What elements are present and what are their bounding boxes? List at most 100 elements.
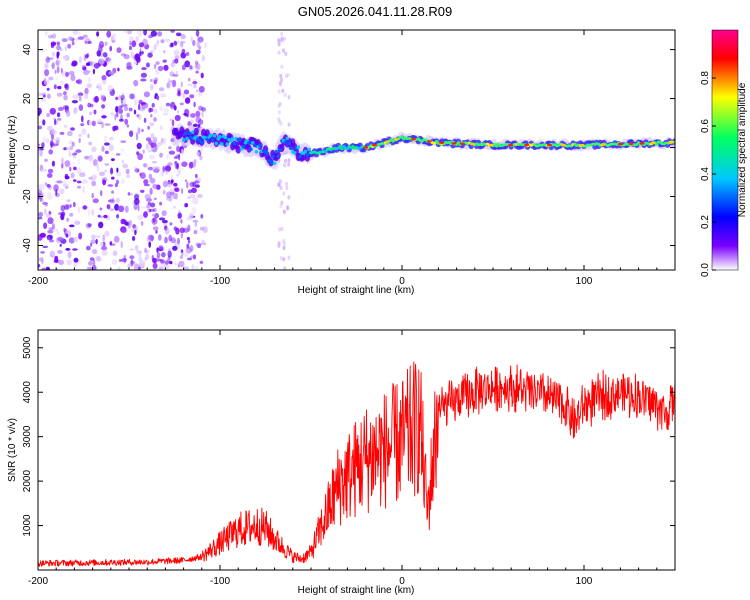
noise-blob [136,142,142,150]
colorbar-tick-label: 0.8 [700,71,711,85]
x-tick-label: 100 [576,276,593,287]
noise-blob [137,153,144,161]
noise-blob [48,227,54,231]
signal-core [189,135,193,140]
noise-blob [120,53,127,57]
noise-blob [51,64,54,67]
noise-blob [159,105,164,112]
noise-blob [184,60,191,68]
noise-blob [94,95,99,103]
noise-blob [62,183,69,187]
signal-core [241,144,246,149]
x-tick-label: 0 [399,576,405,587]
noise-blob [187,224,191,232]
noise-blob [128,219,132,227]
noise-blob [150,132,155,139]
noise-blob [149,50,154,53]
noise-blob [116,112,119,118]
noise-blob [120,148,125,152]
spectrogram-marks [38,30,675,270]
noise-blob [77,206,81,213]
noise-blob [174,192,179,200]
noise-blob [69,204,72,208]
signal-core [212,133,217,138]
noise-blob [195,110,201,117]
noise-blob [71,161,75,165]
signal-peak [459,142,465,145]
noise-blob [152,166,158,173]
noise-blob [60,80,64,85]
noise-blob [101,246,108,251]
noise-blob [149,154,155,160]
noise-blob [70,74,76,82]
noise-blob [196,194,202,199]
noise-blob [176,174,179,177]
noise-blob [69,212,74,217]
noise-blob [278,179,282,184]
noise-blob [104,163,110,166]
noise-blob [44,182,48,186]
noise-blob [138,251,142,258]
noise-blob [159,124,163,131]
noise-blob [162,180,168,188]
noise-blob [55,59,61,67]
noise-blob [161,210,167,217]
noise-blob [115,172,122,177]
noise-blob [118,259,122,262]
noise-blob [118,108,124,114]
noise-blob [125,168,130,175]
noise-blob [131,40,137,48]
noise-blob [116,214,120,219]
noise-blob [152,226,159,231]
noise-blob [138,51,142,57]
noise-blob [38,216,43,220]
noise-blob [149,202,156,208]
signal-core [285,136,290,141]
noise-blob [199,38,203,44]
noise-blob [192,254,197,260]
noise-blob [142,104,149,109]
noise-blob [175,227,180,235]
noise-blob [88,141,93,146]
noise-blob [105,57,111,62]
noise-blob [172,74,179,77]
noise-blob [201,107,207,112]
signal-core [287,141,292,146]
noise-blob [144,193,151,200]
noise-blob [76,180,82,184]
noise-blob [108,144,114,152]
noise-blob [114,203,120,211]
noise-blob [177,40,180,44]
noise-blob [129,93,134,100]
noise-blob [143,91,150,98]
noise-blob [59,243,62,247]
noise-blob [190,113,196,118]
noise-blob [43,79,50,86]
noise-blob [120,114,123,121]
signal-core [190,130,195,135]
signal-core [247,141,251,145]
noise-blob [149,83,154,91]
noise-blob [40,251,45,254]
signal-core [456,141,461,145]
noise-blob [277,116,281,122]
noise-blob [154,166,161,173]
noise-blob [191,207,197,215]
noise-blob [106,204,111,210]
noise-blob [166,82,170,89]
signal-core [305,153,310,157]
noise-blob [192,39,196,47]
noise-blob [280,38,284,43]
noise-blob [76,167,82,174]
noise-blob [147,52,153,58]
noise-blob [195,177,202,183]
noise-blob [39,232,47,238]
noise-blob [201,111,204,118]
signal-peak [410,138,416,141]
signal-core [345,147,350,151]
noise-blob [104,150,109,154]
noise-blob [111,176,115,180]
noise-blob [279,37,283,42]
noise-blob [163,222,168,226]
noise-blob [59,132,65,135]
